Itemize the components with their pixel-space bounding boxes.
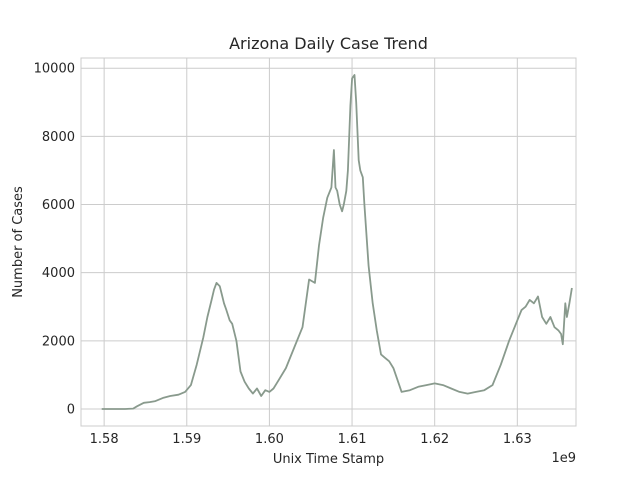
series-line	[101, 74, 573, 410]
gridlines	[81, 58, 576, 426]
chart-title: Arizona Daily Case Trend	[229, 34, 428, 53]
y-tick-labels: 0 2000 4000 6000 8000 10000	[34, 62, 75, 418]
x-tick-labels: 1.58 1.59 1.60 1.61 1.62 1.63	[90, 432, 532, 447]
x-tick-label: 1.59	[172, 432, 201, 447]
y-tick-label: 8000	[42, 130, 75, 145]
y-axis-label: Number of Cases	[11, 186, 26, 298]
y-tick-label: 4000	[42, 266, 75, 281]
x-tick-label: 1.62	[420, 432, 449, 447]
x-axis-label: Unix Time Stamp	[273, 452, 384, 467]
y-tick-label: 0	[67, 402, 75, 417]
x-tick-label: 1.61	[338, 432, 367, 447]
x-tick-label: 1.60	[255, 432, 284, 447]
x-tick-label: 1.63	[503, 432, 532, 447]
y-tick-label: 2000	[42, 334, 75, 349]
x-axis-offset-label: 1e9	[551, 451, 576, 466]
x-tick-label: 1.58	[90, 432, 119, 447]
y-tick-label: 6000	[42, 198, 75, 213]
plot-frame	[80, 57, 577, 427]
plot-area	[81, 58, 576, 426]
y-tick-label: 10000	[34, 62, 75, 77]
